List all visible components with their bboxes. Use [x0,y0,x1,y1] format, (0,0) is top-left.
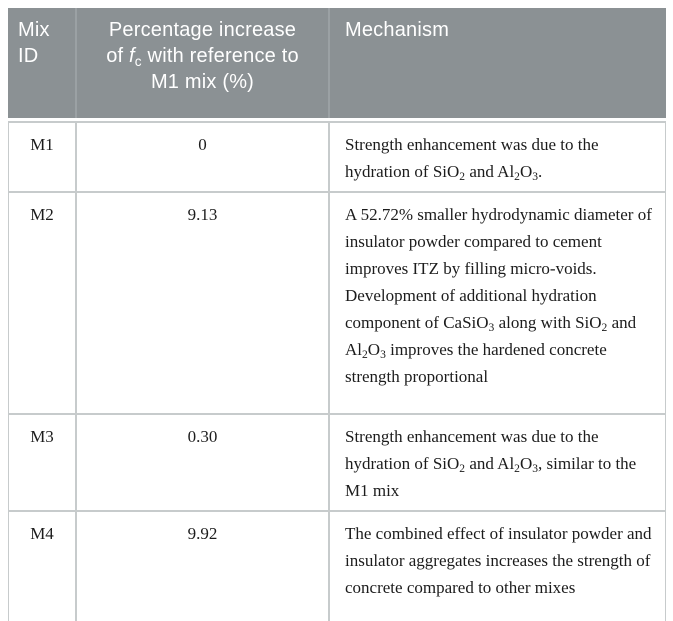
header-mechanism: Mechanism [345,19,450,41]
cell-mechanism: The combined effect of insulator powder … [345,524,652,597]
cell-percentage-value: 0 [77,123,330,191]
table-row-m1: M1 0 Strength enhancement was due to the… [9,123,665,193]
cell-mechanism: A 52.72% smaller hydrodynamic diameter o… [345,205,652,386]
cell-mix-id: M2 [9,193,77,413]
table-row-m3: M3 0.30 Strength enhancement was due to … [9,415,665,512]
header-percentage-increase-label: Percentage increase of fc with reference… [106,19,299,93]
table-row-m4: M4 9.92 The combined effect of insulator… [9,512,665,621]
header-mix-id: Mix ID [8,8,77,118]
mix-mechanism-table: Mix ID Percentage increase of fc with re… [8,8,666,621]
table-body: M1 0 Strength enhancement was due to the… [8,121,666,621]
cell-percentage-value: 9.13 [77,193,330,413]
cell-percentage-value: 9.92 [77,512,330,621]
table-row-m2: M2 9.13 A 52.72% smaller hydrodynamic di… [9,193,665,415]
cell-mechanism: Strength enhancement was due to the hydr… [345,427,637,500]
table-header-row: Mix ID Percentage increase of fc with re… [8,8,666,118]
cell-mix-id: M3 [9,415,77,510]
cell-mechanism: Strength enhancement was due to the hydr… [345,135,599,184]
cell-mix-id: M4 [9,512,77,621]
cell-mix-id: M1 [9,123,77,191]
cell-percentage-value: 0.30 [77,415,330,510]
header-percentage-increase: Percentage increase of fc with reference… [77,8,330,118]
